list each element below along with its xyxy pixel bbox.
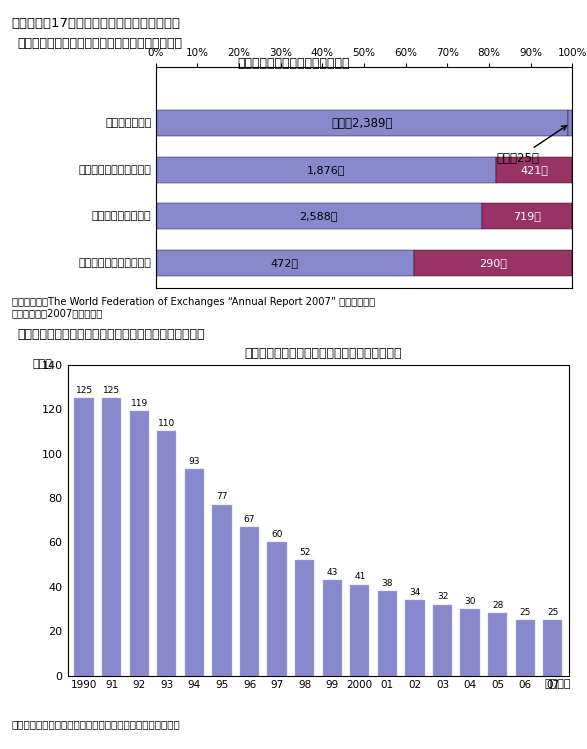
Bar	[212, 505, 232, 676]
Text: 34: 34	[409, 588, 421, 597]
Text: 421社: 421社	[520, 165, 548, 175]
Bar	[350, 584, 369, 676]
Text: 125: 125	[103, 386, 120, 395]
Text: 41: 41	[354, 572, 366, 581]
Text: （年末）: （年末）	[544, 679, 571, 689]
Text: 25: 25	[519, 607, 531, 616]
Text: 30: 30	[464, 597, 476, 606]
Text: 第１－２－17図　外国企業の上場件数の状況: 第１－２－17図 外国企業の上場件数の状況	[12, 17, 181, 30]
Bar	[568, 110, 572, 136]
Bar	[496, 157, 572, 183]
Text: （１）主要取引所に上場している外国企業の割合: （１）主要取引所に上場している外国企業の割合	[18, 37, 183, 49]
Text: （社）: （社）	[32, 359, 52, 369]
Text: シンガポール証券取引所: シンガポール証券取引所	[79, 258, 151, 268]
Text: 110: 110	[158, 419, 176, 428]
Bar	[414, 250, 572, 276]
Text: 290社: 290社	[479, 258, 507, 268]
Text: 60: 60	[271, 530, 283, 539]
Bar	[157, 431, 177, 676]
Text: ニューヨーク証券取引所: ニューヨーク証券取引所	[79, 165, 151, 175]
Text: 77: 77	[216, 492, 228, 501]
Bar	[543, 620, 562, 676]
Text: ２．2007年末の値。: ２．2007年末の値。	[12, 309, 103, 318]
Text: 1,876社: 1,876社	[306, 165, 345, 175]
Text: （備考）東京証券取引所「上場会社数の推移」により作成。: （備考）東京証券取引所「上場会社数の推移」により作成。	[12, 719, 180, 729]
Text: 119: 119	[130, 399, 148, 408]
Bar	[460, 609, 480, 676]
Text: 2,588社: 2,588社	[299, 211, 338, 221]
Text: 25: 25	[547, 607, 559, 616]
Bar	[156, 250, 414, 276]
Text: 472社: 472社	[271, 258, 299, 268]
Bar	[488, 613, 507, 676]
Bar	[268, 542, 286, 676]
Bar	[102, 398, 122, 676]
Text: 52: 52	[299, 548, 311, 557]
Text: 125: 125	[76, 386, 93, 395]
Bar	[156, 204, 482, 229]
Bar	[240, 527, 259, 676]
Bar	[75, 398, 94, 676]
Text: 67: 67	[244, 515, 255, 524]
Bar	[323, 580, 342, 676]
Text: 東京証券取引所: 東京証券取引所	[105, 118, 151, 128]
Bar	[378, 591, 397, 676]
Text: 28: 28	[492, 601, 504, 610]
Text: （備考）１．The World Federation of Exchanges “Annual Report 2007” により作成。: （備考）１．The World Federation of Exchanges …	[12, 297, 375, 306]
Text: 38: 38	[382, 579, 393, 588]
Text: ロンドン証券取引所: ロンドン証券取引所	[92, 211, 151, 221]
Bar	[433, 604, 452, 676]
Text: 43: 43	[326, 568, 338, 577]
Bar	[482, 204, 572, 229]
Text: 日本で上場している外国企業数は減少している: 日本で上場している外国企業数は減少している	[244, 347, 402, 360]
Bar	[295, 560, 314, 676]
Bar	[515, 620, 535, 676]
Text: 国内：2,389社: 国内：2,389社	[331, 117, 393, 130]
Text: 93: 93	[188, 457, 200, 466]
Bar	[185, 469, 204, 676]
Bar	[156, 110, 568, 136]
Bar	[130, 411, 149, 676]
Text: 719社: 719社	[513, 211, 541, 221]
Bar	[405, 600, 424, 676]
Text: （２）東京証券取引所に上場している外国企業数の推移: （２）東京証券取引所に上場している外国企業数の推移	[18, 328, 205, 341]
Text: 日本では外国企業の上場が少ない: 日本では外国企業の上場が少ない	[237, 57, 350, 70]
Text: 外国：25社: 外国：25社	[497, 126, 566, 165]
Text: 32: 32	[437, 592, 448, 601]
Bar	[156, 157, 496, 183]
